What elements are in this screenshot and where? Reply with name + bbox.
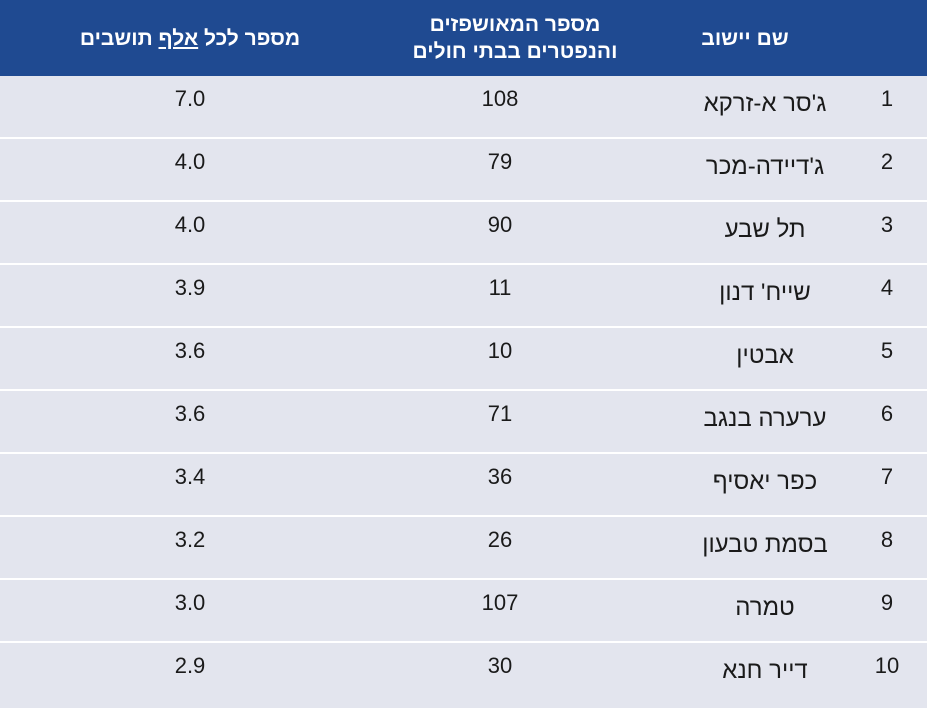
header-count-line2: והנפטרים בבתי חולים — [412, 40, 618, 63]
hospitalized-count: 10 — [487, 338, 513, 363]
table-header: שם יישוב מספר המאושפזים והנפטרים בבתי חו… — [0, 0, 927, 76]
rate-per-thousand: 3.0 — [174, 590, 206, 615]
rate-per-thousand: 3.2 — [174, 527, 206, 552]
rate-per-thousand: 2.9 — [174, 653, 206, 678]
header-rate-underlined: אלף — [158, 26, 199, 50]
table-row: 9 טמרה 107 3.0 — [0, 580, 927, 643]
table-row: 6 ערערה בנגב 71 3.6 — [0, 391, 927, 454]
rate-per-thousand: 7.0 — [174, 86, 206, 111]
hospitalized-count: 90 — [487, 212, 513, 237]
settlement-name: שייח' דנון — [719, 279, 811, 306]
hospitalized-count: 36 — [487, 464, 513, 489]
table-row: 10 דייר חנא 30 2.9 — [0, 643, 927, 704]
hospitalized-count: 79 — [487, 149, 513, 174]
row-number: 10 — [874, 653, 900, 678]
hospitalized-count: 108 — [481, 86, 519, 111]
table-row: 5 אבטין 10 3.6 — [0, 328, 927, 391]
header-count-line1: מספר המאושפזים — [429, 13, 601, 36]
row-number: 9 — [880, 590, 894, 615]
header-rate-before: מספר לכל — [198, 26, 301, 50]
header-rate: מספר לכל אלף תושבים — [40, 0, 340, 76]
row-number: 3 — [880, 212, 894, 237]
row-number: 6 — [880, 401, 894, 426]
settlement-name: ג'סר א-זרקא — [703, 90, 827, 117]
settlement-name: טמרה — [735, 594, 795, 621]
table-row: 1 ג'סר א-זרקא 108 7.0 — [0, 76, 927, 139]
rate-per-thousand: 3.6 — [174, 401, 206, 426]
row-number: 5 — [880, 338, 894, 363]
row-number: 2 — [880, 149, 894, 174]
hospitalized-count: 71 — [487, 401, 513, 426]
settlement-name: אבטין — [736, 342, 794, 369]
rate-per-thousand: 3.9 — [174, 275, 206, 300]
hospitalized-count: 11 — [488, 275, 512, 300]
row-number: 1 — [880, 86, 894, 111]
settlement-name: תל שבע — [724, 216, 806, 243]
table-row: 3 תל שבע 90 4.0 — [0, 202, 927, 265]
rate-per-thousand: 4.0 — [174, 212, 206, 237]
settlement-name: ערערה בנגב — [703, 405, 827, 432]
rate-per-thousand: 3.4 — [174, 464, 206, 489]
row-number: 4 — [880, 275, 894, 300]
table-row: 8 בסמת טבעון 26 3.2 — [0, 517, 927, 580]
hospitalized-count: 30 — [487, 653, 513, 678]
settlement-name: דייר חנא — [722, 657, 808, 684]
header-rate-after: תושבים — [79, 26, 159, 50]
row-number: 8 — [880, 527, 894, 552]
row-number: 7 — [880, 464, 894, 489]
header-count: מספר המאושפזים והנפטרים בבתי חולים — [370, 0, 660, 76]
settlement-name: בסמת טבעון — [702, 531, 828, 558]
table-body: 1 ג'סר א-זרקא 108 7.0 2 ג'דיידה-מכר 79 4… — [0, 76, 927, 708]
settlement-name: כפר יאסיף — [712, 468, 818, 495]
settlement-name: ג'דיידה-מכר — [705, 153, 825, 180]
hospitalized-count: 107 — [481, 590, 519, 615]
rate-per-thousand: 3.6 — [174, 338, 206, 363]
hospitalized-count: 26 — [487, 527, 513, 552]
header-name: שם יישוב — [701, 26, 789, 50]
rate-per-thousand: 4.0 — [174, 149, 206, 174]
table-row: 4 שייח' דנון 11 3.9 — [0, 265, 927, 328]
table-row: 2 ג'דיידה-מכר 79 4.0 — [0, 139, 927, 202]
table-row: 7 כפר יאסיף 36 3.4 — [0, 454, 927, 517]
